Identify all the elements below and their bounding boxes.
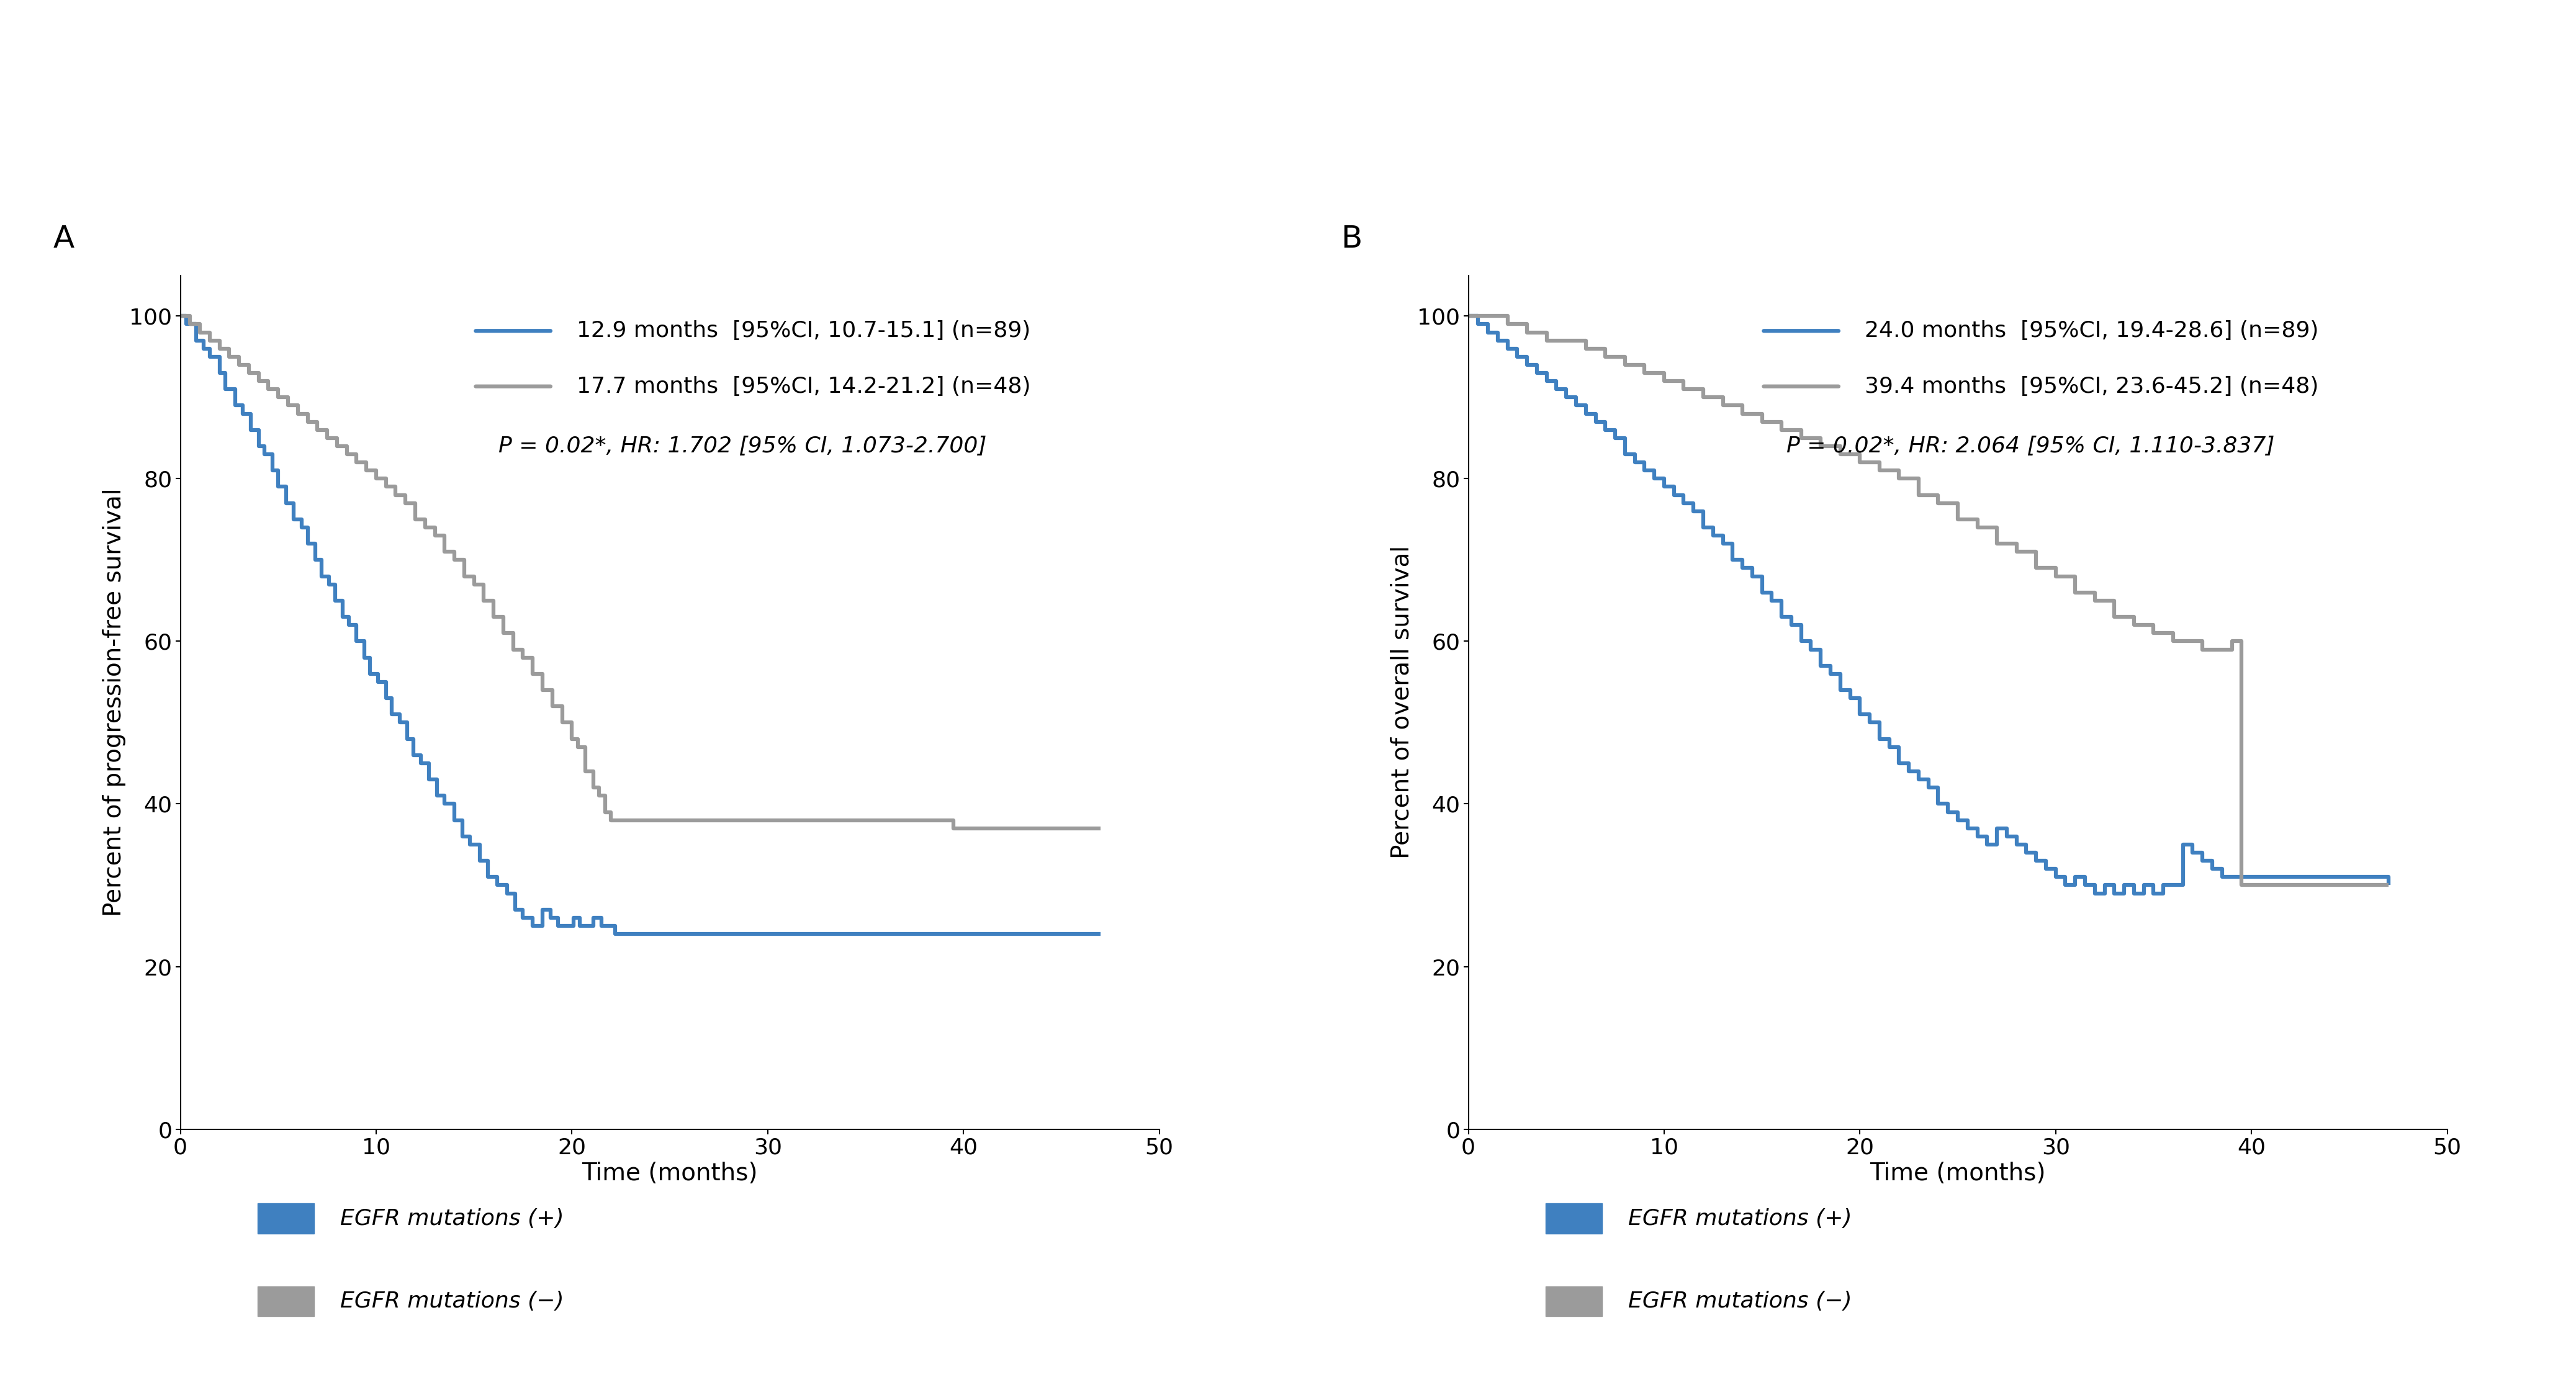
Y-axis label: Percent of overall survival: Percent of overall survival (1391, 545, 1414, 859)
Text: 17.7 months  [95%CI, 14.2-21.2] (n=48): 17.7 months [95%CI, 14.2-21.2] (n=48) (577, 376, 1030, 397)
Text: EGFR mutations (−): EGFR mutations (−) (340, 1290, 564, 1312)
Text: P = 0.02*, HR: 2.064 [95% CI, 1.110-3.837]: P = 0.02*, HR: 2.064 [95% CI, 1.110-3.83… (1788, 435, 2275, 457)
Text: 12.9 months  [95%CI, 10.7-15.1] (n=89): 12.9 months [95%CI, 10.7-15.1] (n=89) (577, 321, 1030, 341)
Y-axis label: Percent of progression-free survival: Percent of progression-free survival (103, 487, 126, 917)
Text: P = 0.02*, HR: 1.702 [95% CI, 1.073-2.700]: P = 0.02*, HR: 1.702 [95% CI, 1.073-2.70… (497, 435, 987, 457)
Text: 39.4 months  [95%CI, 23.6-45.2] (n=48): 39.4 months [95%CI, 23.6-45.2] (n=48) (1865, 376, 2318, 397)
Text: EGFR mutations (−): EGFR mutations (−) (1628, 1290, 1852, 1312)
Text: 24.0 months  [95%CI, 19.4-28.6] (n=89): 24.0 months [95%CI, 19.4-28.6] (n=89) (1865, 321, 2318, 341)
Text: B: B (1342, 224, 1363, 253)
X-axis label: Time (months): Time (months) (582, 1162, 757, 1186)
Text: EGFR mutations (+): EGFR mutations (+) (1628, 1208, 1852, 1230)
Text: EGFR mutations (+): EGFR mutations (+) (340, 1208, 564, 1230)
X-axis label: Time (months): Time (months) (1870, 1162, 2045, 1186)
Text: A: A (54, 224, 75, 253)
